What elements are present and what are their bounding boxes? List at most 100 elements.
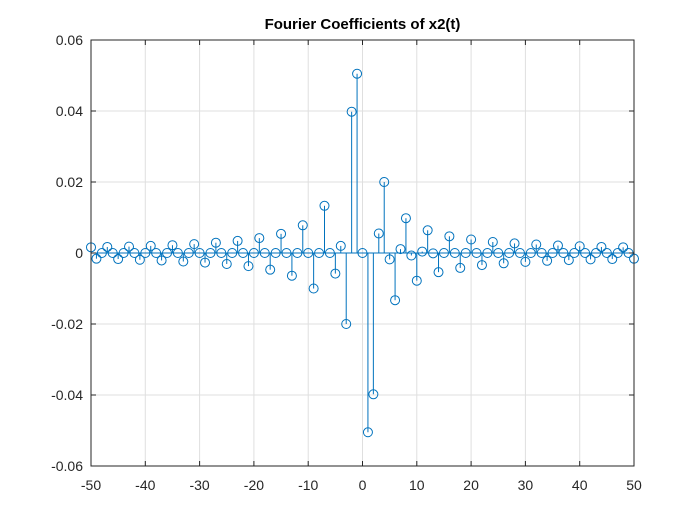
stem-marker (145, 240, 156, 251)
stem-marker (270, 248, 281, 258)
y-tick-label: -0.02 (51, 316, 83, 332)
stem-marker (596, 241, 607, 252)
stem-marker (476, 260, 487, 271)
stem-marker (259, 248, 270, 258)
stem-marker (151, 248, 162, 258)
x-tick-label: -20 (244, 477, 264, 493)
stem-marker (248, 248, 259, 258)
stem-marker (113, 254, 124, 265)
stem-marker (574, 241, 585, 252)
stem-marker (607, 254, 618, 265)
stem-marker (107, 248, 118, 258)
x-tick-label: 50 (626, 477, 642, 493)
stem-marker (411, 275, 422, 286)
stem-marker (531, 239, 542, 250)
stem-marker (129, 248, 140, 258)
y-tick-label: 0 (75, 245, 83, 261)
stem-marker (324, 248, 335, 258)
stem-marker (96, 248, 107, 258)
stem-marker (227, 248, 238, 258)
stem-marker (362, 427, 373, 438)
stem-marker (183, 248, 194, 258)
stem-marker (498, 258, 509, 269)
y-tick-label: 0.04 (56, 103, 83, 119)
stems (86, 68, 639, 438)
stem-marker (471, 248, 482, 258)
x-tick-label: -30 (189, 477, 209, 493)
stem-marker (238, 248, 249, 258)
stem-marker (352, 68, 363, 79)
stem-marker (547, 248, 558, 258)
stem-marker (417, 246, 428, 257)
y-tick-label: 0.06 (56, 32, 83, 48)
stem-marker (276, 228, 287, 239)
stem-marker (504, 248, 515, 258)
stem-marker (254, 233, 265, 244)
stem-marker (406, 250, 417, 261)
stem-marker (536, 248, 547, 258)
stem-marker (384, 254, 395, 265)
stem-marker (341, 319, 352, 329)
stem-marker (308, 283, 319, 294)
stem-marker (585, 254, 596, 265)
stem-marker (346, 106, 357, 117)
x-tick-label: 20 (463, 477, 479, 493)
x-tick-label: -50 (81, 477, 101, 493)
x-tick-label: 10 (409, 477, 425, 493)
stem-marker (200, 257, 211, 268)
stem-marker (400, 213, 411, 224)
stem-marker (205, 248, 216, 258)
stem-marker (449, 248, 460, 258)
stem-marker (590, 248, 601, 258)
chart-title: Fourier Coefficients of x2(t) (265, 16, 461, 33)
stem-marker (162, 248, 173, 258)
stem-marker (552, 240, 563, 251)
stem-marker (563, 255, 574, 266)
stem-marker (493, 248, 504, 258)
stem-marker (466, 234, 477, 245)
stem-marker (390, 295, 401, 306)
stem-marker (379, 177, 390, 187)
stem-marker (542, 255, 553, 266)
stem-marker (618, 242, 629, 253)
stem-marker (330, 268, 341, 279)
stem-marker (243, 261, 254, 272)
stem-marker (428, 248, 439, 259)
axes (90, 39, 635, 467)
stem-marker (210, 237, 221, 248)
stem-marker (286, 270, 297, 281)
x-tick-label: 0 (359, 477, 367, 493)
stem-marker (221, 259, 232, 270)
stem-marker (395, 244, 406, 255)
stem-marker (455, 262, 466, 273)
stem-marker (612, 248, 623, 258)
stem-marker (520, 256, 531, 267)
stem-marker (194, 248, 205, 258)
stem-marker (357, 248, 368, 258)
x-tick-label: 40 (572, 477, 588, 493)
stem-marker (102, 241, 113, 252)
stem-marker (216, 248, 227, 258)
stem-marker (569, 248, 580, 258)
stem-marker (482, 248, 493, 258)
stem-marker (292, 248, 303, 258)
x-tick-label: 30 (518, 477, 534, 493)
stem-marker (509, 238, 520, 249)
y-tick-labels: -0.06 -0.04 -0.02 0 0.02 0.04 0.06 (51, 32, 83, 474)
stem-marker (297, 220, 308, 231)
stem-marker (118, 248, 129, 258)
stem-marker (156, 255, 167, 266)
x-tick-label: -40 (135, 477, 155, 493)
stem-marker (91, 253, 102, 264)
stem-marker (373, 228, 384, 239)
stem-marker (558, 248, 569, 258)
stem-marker (189, 239, 200, 250)
stem-marker (444, 231, 455, 242)
stem-marker (487, 236, 498, 247)
x-tick-labels: -50 -40 -30 -20 -10 0 10 20 30 40 50 (81, 477, 642, 493)
stem-marker (460, 248, 471, 258)
stem-marker (422, 225, 433, 236)
stem-marker (124, 241, 135, 252)
stem-marker (433, 267, 444, 278)
